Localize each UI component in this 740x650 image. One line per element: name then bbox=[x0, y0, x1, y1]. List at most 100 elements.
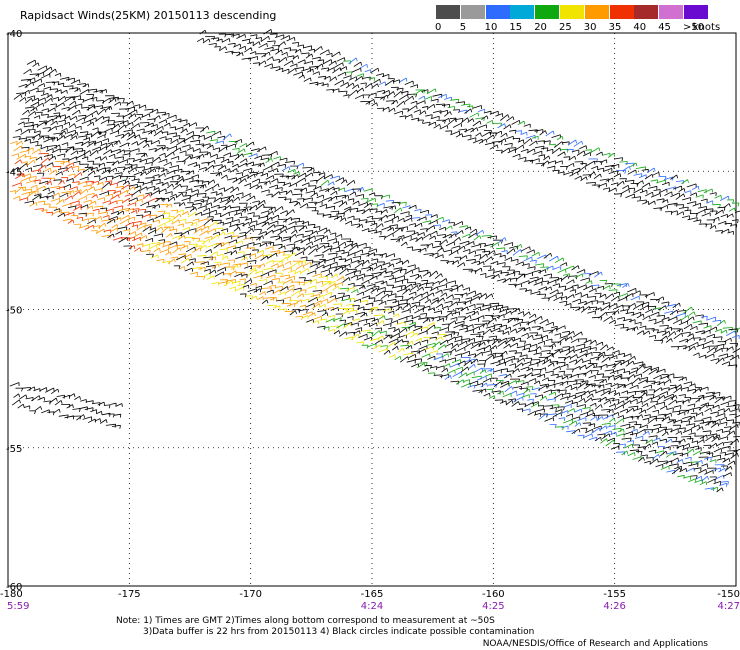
wind-vector bbox=[174, 168, 183, 172]
wind-vector bbox=[418, 345, 428, 350]
wind-barb bbox=[595, 306, 598, 311]
wind-vector bbox=[439, 339, 448, 346]
wind-vector bbox=[479, 273, 487, 276]
wind-barb bbox=[298, 262, 300, 266]
wind-barb bbox=[453, 106, 456, 110]
wind-vector bbox=[320, 67, 329, 70]
wind-vector bbox=[388, 277, 396, 281]
wind-barb bbox=[515, 284, 517, 288]
wind-vector bbox=[19, 97, 26, 102]
wind-vector bbox=[247, 260, 257, 262]
wind-vector bbox=[562, 141, 570, 144]
wind-vector bbox=[276, 264, 284, 269]
wind-vector bbox=[476, 315, 484, 319]
wind-barb bbox=[357, 334, 360, 338]
wind-vector bbox=[247, 212, 255, 215]
wind-vector bbox=[167, 132, 177, 135]
wind-vector bbox=[11, 166, 19, 173]
wind-barb bbox=[199, 247, 202, 252]
wind-barb bbox=[424, 110, 427, 115]
wind-vector bbox=[307, 285, 317, 289]
wind-vector bbox=[138, 209, 146, 211]
wind-vector bbox=[292, 42, 299, 44]
wind-vector bbox=[441, 323, 450, 325]
wind-vector bbox=[86, 141, 95, 148]
wind-vector bbox=[520, 246, 530, 252]
wind-vector bbox=[128, 245, 135, 249]
wind-vector bbox=[619, 293, 628, 297]
wind-barb bbox=[482, 230, 485, 234]
wind-vector bbox=[222, 205, 231, 211]
wind-vector bbox=[431, 316, 441, 320]
wind-barb bbox=[523, 121, 526, 125]
wind-vector bbox=[229, 168, 237, 173]
wind-vector bbox=[319, 203, 327, 208]
wind-barb bbox=[449, 111, 452, 115]
wind-barb bbox=[310, 77, 312, 82]
wind-barb bbox=[116, 227, 119, 232]
wind-barb bbox=[295, 310, 297, 315]
wind-barb bbox=[376, 203, 379, 208]
wind-vector bbox=[197, 254, 207, 257]
wind-vector bbox=[415, 236, 423, 243]
wind-barb bbox=[235, 250, 238, 254]
wind-vector bbox=[25, 97, 32, 104]
wind-vector bbox=[201, 143, 211, 147]
wind-vector bbox=[114, 172, 123, 175]
wind-vector bbox=[18, 197, 28, 201]
wind-vector bbox=[625, 293, 633, 298]
wind-barb bbox=[720, 336, 723, 341]
wind-vector bbox=[397, 217, 404, 222]
wind-vector bbox=[38, 180, 49, 185]
wind-vector bbox=[473, 351, 483, 358]
wind-barb bbox=[706, 323, 709, 327]
wind-vector bbox=[280, 210, 288, 215]
wind-barb bbox=[414, 354, 417, 358]
wind-vector bbox=[366, 267, 373, 272]
wind-vector bbox=[70, 115, 77, 121]
wind-barb bbox=[133, 176, 136, 180]
wind-barb bbox=[278, 161, 280, 166]
wind-barb bbox=[245, 202, 248, 207]
wind-vector bbox=[29, 201, 37, 207]
wind-vector bbox=[428, 322, 435, 327]
wind-vector bbox=[11, 182, 22, 187]
wind-vector bbox=[65, 77, 75, 81]
wind-vector bbox=[380, 94, 388, 100]
wind-vector bbox=[14, 159, 21, 165]
wind-vector bbox=[404, 269, 413, 275]
wind-barb bbox=[400, 306, 403, 310]
wind-vector bbox=[285, 275, 295, 280]
wind-barb bbox=[66, 90, 68, 94]
wind-vector bbox=[715, 343, 724, 347]
wind-vector bbox=[309, 263, 318, 268]
wind-vector bbox=[326, 53, 333, 56]
wind-vector bbox=[273, 243, 283, 246]
wind-vector bbox=[407, 281, 416, 284]
wind-barb bbox=[288, 166, 291, 171]
wind-barb bbox=[316, 297, 318, 301]
wind-barb bbox=[489, 131, 492, 136]
wind-barb bbox=[327, 180, 330, 184]
wind-vector bbox=[203, 218, 212, 226]
wind-vector bbox=[288, 182, 297, 188]
wind-vector bbox=[125, 106, 135, 110]
wind-vector bbox=[92, 208, 100, 212]
wind-barb bbox=[356, 89, 359, 94]
wind-vector bbox=[382, 90, 390, 94]
wind-vector bbox=[306, 319, 314, 323]
wind-barb bbox=[580, 175, 582, 180]
wind-vector bbox=[406, 315, 413, 318]
wind-barb bbox=[443, 103, 446, 108]
wind-vector bbox=[374, 280, 384, 284]
wind-vector bbox=[33, 193, 42, 197]
wind-vector bbox=[477, 331, 485, 334]
wind-vector bbox=[449, 287, 458, 292]
wind-vector bbox=[247, 56, 258, 60]
wind-vector bbox=[484, 256, 492, 263]
wind-vector bbox=[136, 166, 145, 169]
wind-vector bbox=[439, 110, 448, 113]
wind-vector bbox=[371, 318, 379, 322]
wind-vector bbox=[139, 171, 146, 176]
wind-vector bbox=[441, 104, 450, 106]
